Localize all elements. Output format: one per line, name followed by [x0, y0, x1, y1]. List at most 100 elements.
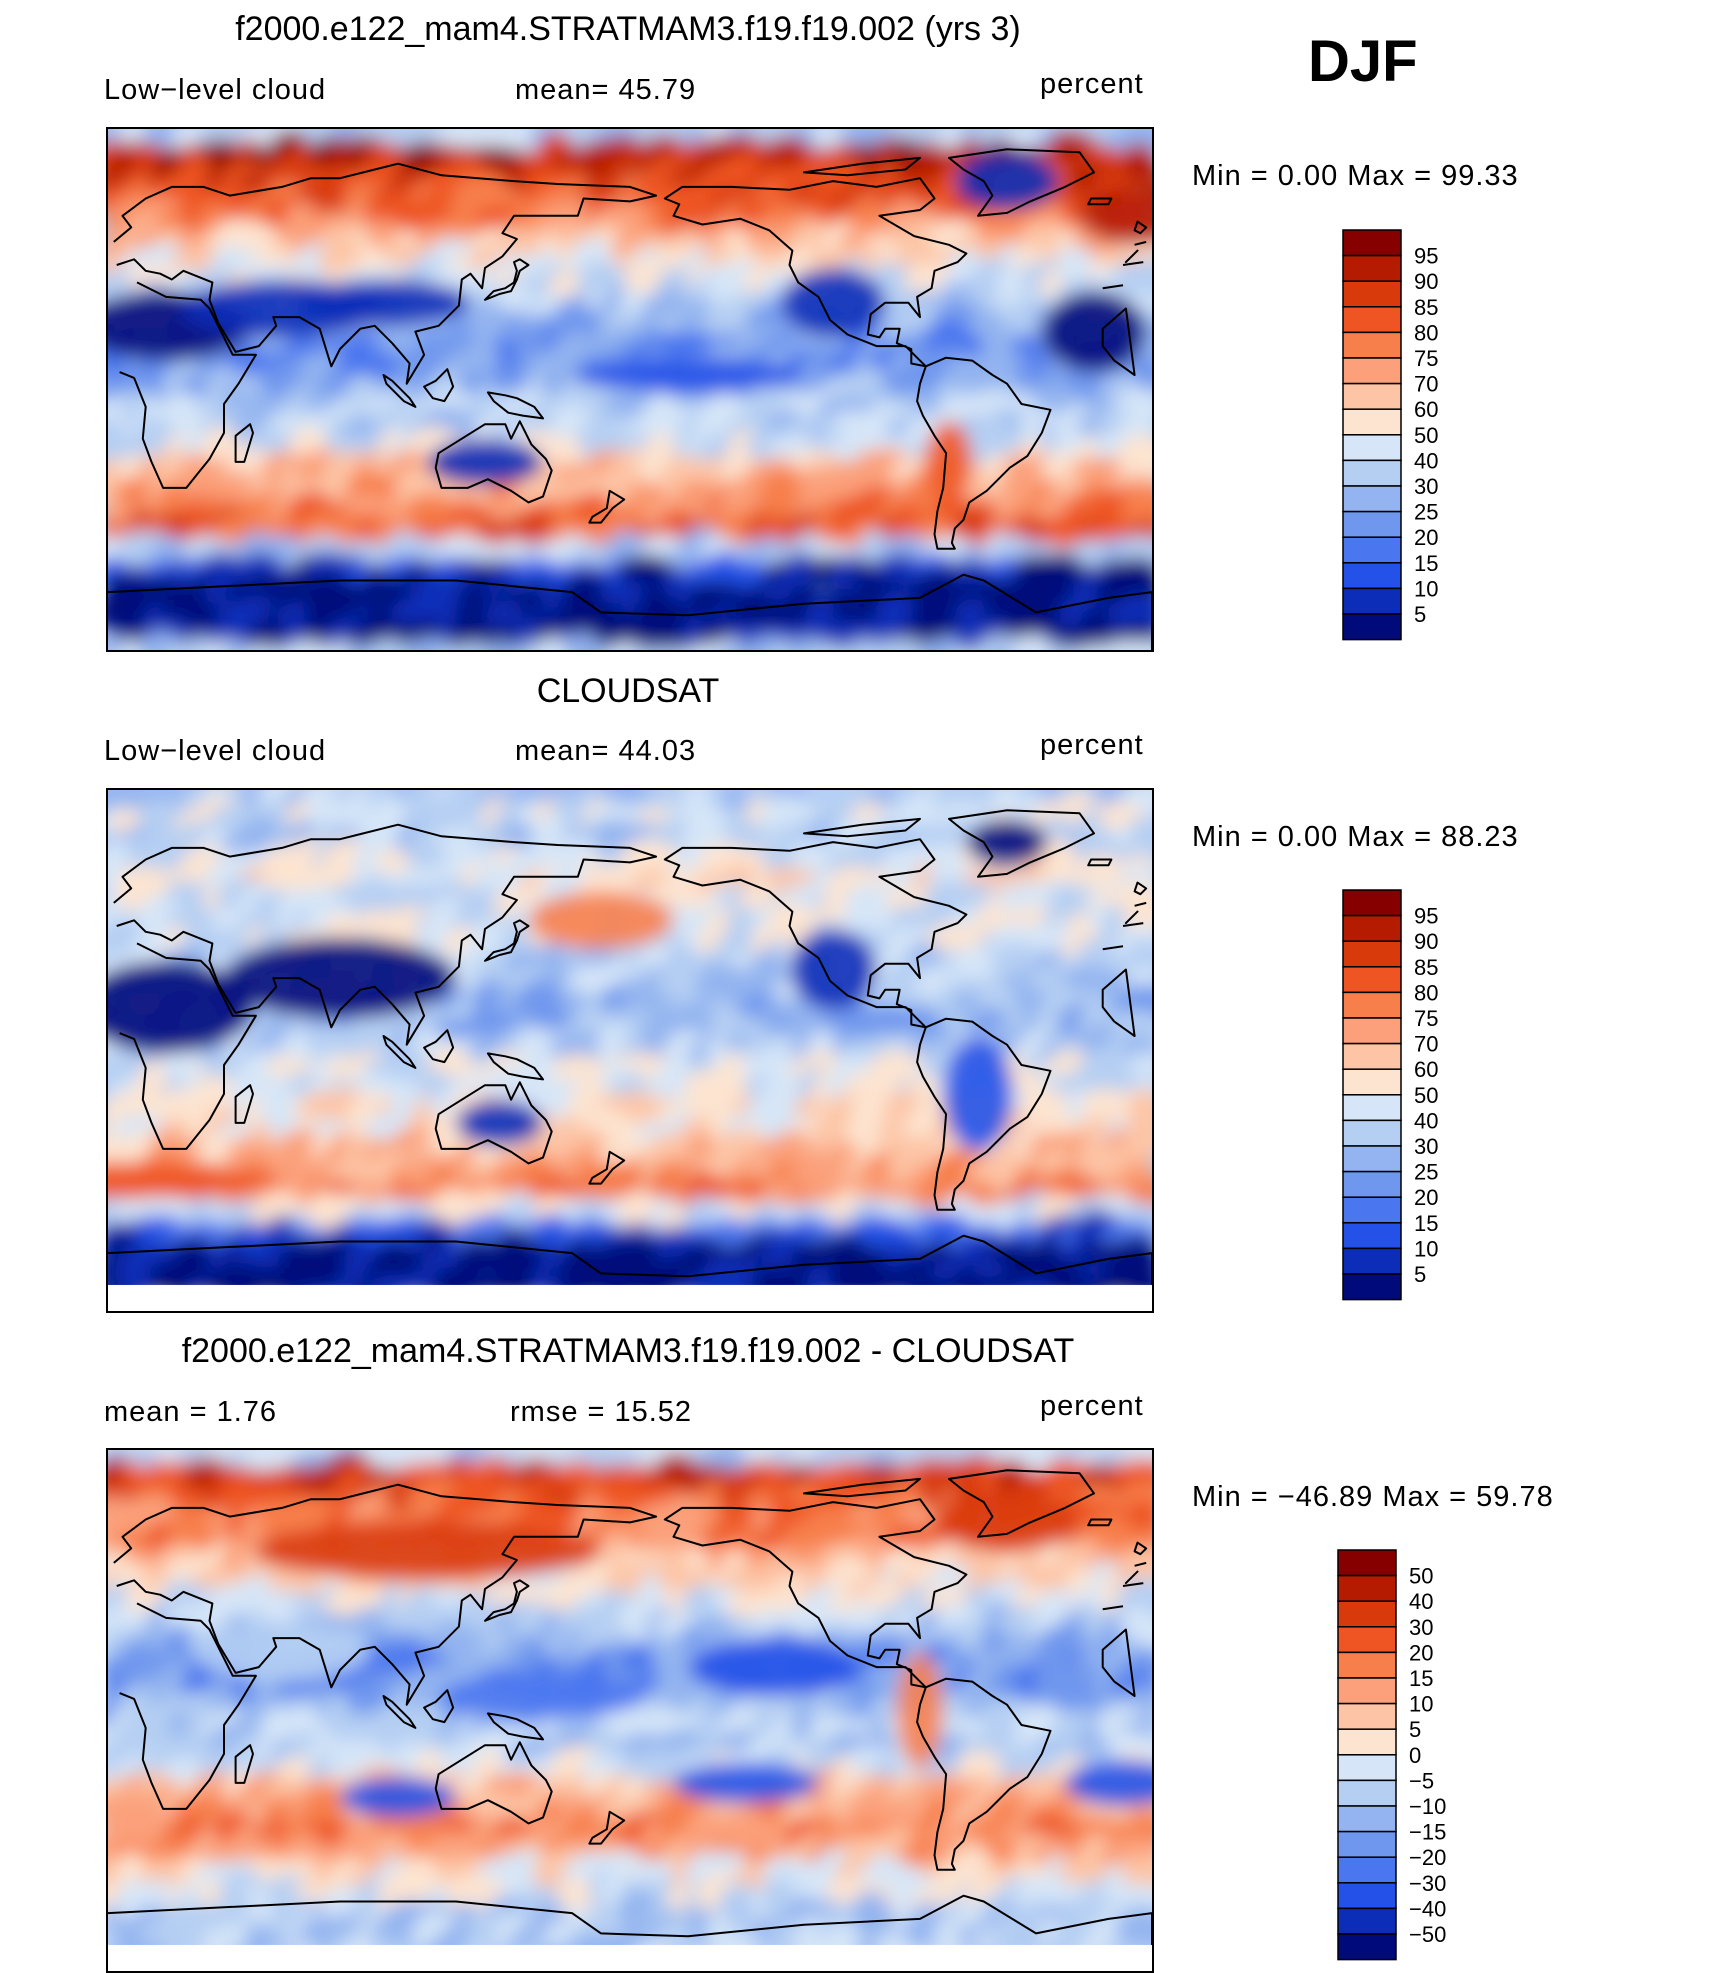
field-blob — [1113, 260, 1152, 301]
field-feature — [789, 928, 877, 1010]
colorbar-swatch-0 — [1342, 889, 1402, 917]
coastline-antarctica — [108, 1894, 1152, 1971]
field-feature — [1041, 291, 1147, 373]
colorbar-swatch-15 — [1337, 1933, 1397, 1961]
field-feature — [572, 357, 804, 393]
coastline-madagascar — [234, 1744, 254, 1784]
colorbar-swatch-11 — [1342, 510, 1402, 538]
field-blob — [536, 636, 572, 650]
colorbar-swatch-4 — [1342, 991, 1402, 1019]
colorbar-swatch-1 — [1342, 254, 1402, 282]
coastline-arctic_isl — [803, 817, 921, 838]
coastline-newguinea — [486, 1052, 544, 1081]
colorbar-level-label: 25 — [1414, 500, 1438, 525]
colorbar-level-label: 50 — [1414, 423, 1438, 448]
coastline-antarctica — [108, 1234, 1152, 1311]
colorbar-level-label: 95 — [1414, 904, 1438, 929]
colorbar-swatch-13 — [1337, 1882, 1397, 1910]
minmax-model: Min = 0.00 Max = 99.33 — [1192, 160, 1519, 192]
coastlines — [108, 148, 1152, 650]
coastline-africa — [119, 281, 1136, 489]
panel-title-obs: CLOUDSAT — [536, 672, 720, 710]
coastline-eurasia — [113, 162, 1144, 385]
colorbar-swatch-15 — [1342, 1273, 1402, 1301]
colorbar-swatch-12 — [1342, 536, 1402, 564]
colorbar-level-label: 80 — [1414, 980, 1438, 1005]
coastline-australia — [434, 1081, 553, 1165]
coastline-namerica — [663, 1498, 968, 1689]
field-blob — [641, 647, 673, 650]
coastline-greenland — [948, 1469, 1095, 1538]
field-feature — [954, 152, 1060, 211]
coastline-antarctica — [108, 573, 1152, 650]
colorbar-swatch-10 — [1342, 1145, 1402, 1173]
coastline-arctic_isl — [803, 156, 921, 177]
colorbar-diff: 50 40 30 20 15 10 5 0 −5 −10 −15 −20 −30 −40 −50 — [1337, 1549, 1487, 1968]
colorbar-swatch-8 — [1337, 1754, 1397, 1782]
colorbar-level-label: 10 — [1414, 1236, 1438, 1261]
colorbar-swatch-7 — [1342, 1068, 1402, 1096]
colorbar-swatch-5 — [1342, 357, 1402, 385]
colorbar-swatch-5 — [1337, 1677, 1397, 1705]
field-blob — [1080, 645, 1107, 650]
colorbar-level-label: 30 — [1414, 474, 1438, 499]
colorbar-level-label: 90 — [1414, 929, 1438, 954]
field-blob — [565, 632, 601, 650]
coastline-iceland — [1087, 1518, 1113, 1527]
panel-units-label-diff: percent — [1040, 1390, 1144, 1422]
panel-units-label-model: percent — [1040, 68, 1144, 100]
field-blob — [248, 645, 282, 650]
colorbar-swatch-14 — [1337, 1907, 1397, 1935]
colorbar-level-label: 20 — [1414, 1185, 1438, 1210]
coastline-newguinea — [486, 1712, 544, 1741]
colorbar-swatch-5 — [1342, 1017, 1402, 1045]
colorbar-swatch-6 — [1342, 382, 1402, 410]
field-feature — [296, 279, 471, 326]
coastline-japan — [484, 1579, 530, 1622]
field-blob — [608, 642, 643, 650]
colorbar-level-label: 15 — [1409, 1666, 1433, 1691]
field-feature — [780, 267, 886, 338]
panel-mean-label-diff: mean = 1.76 — [104, 1396, 278, 1428]
coastline-greenland — [948, 809, 1095, 878]
colorbar-level-label: 20 — [1409, 1640, 1433, 1665]
colorbar-level-label: 40 — [1409, 1589, 1433, 1614]
missing-data-band — [108, 1284, 1152, 1311]
colorbar-swatch-10 — [1342, 485, 1402, 513]
map-model-low-cloud — [106, 127, 1154, 652]
field-feature — [108, 1163, 282, 1199]
colorbar-swatch-13 — [1342, 1222, 1402, 1250]
colorbar-level-label: −10 — [1409, 1794, 1446, 1819]
coastlines — [108, 1469, 1152, 1971]
coastline-borneo — [423, 1029, 455, 1064]
colorbar-level-label: 5 — [1414, 1262, 1426, 1287]
colorbar-swatch-2 — [1342, 940, 1402, 968]
field-blob — [226, 642, 256, 650]
coastline-japan — [484, 919, 530, 962]
coastline-greenland — [948, 148, 1095, 217]
colorbar-level-label: 5 — [1409, 1717, 1421, 1742]
missing-data-band — [108, 1944, 1152, 1971]
colorbar-level-label: 85 — [1414, 295, 1438, 320]
field-blob — [533, 1850, 570, 1897]
coastline-iceland — [1087, 858, 1113, 867]
minmax-diff: Min = −46.89 Max = 59.78 — [1192, 1481, 1554, 1513]
colorbar-swatch-1 — [1337, 1574, 1397, 1602]
panel-left-label-obs: Low−level cloud — [104, 735, 327, 767]
coastline-samerica — [916, 1017, 1052, 1211]
field-blob — [928, 1773, 966, 1805]
field-blob — [1120, 487, 1152, 531]
map-difference-low-cloud — [106, 1448, 1154, 1973]
coastline-samerica — [916, 1677, 1052, 1871]
colorbar-level-label: 50 — [1414, 1083, 1438, 1108]
colorbar-swatch-3 — [1337, 1626, 1397, 1654]
colorbar-level-label: 10 — [1409, 1692, 1433, 1717]
coastline-namerica — [663, 177, 968, 368]
colorbar-swatch-9 — [1342, 459, 1402, 487]
colorbar-swatch-11 — [1342, 1170, 1402, 1198]
colorbar-level-label: 20 — [1414, 525, 1438, 550]
field-blob — [1129, 814, 1152, 859]
colorbar-level-label: 25 — [1414, 1160, 1438, 1185]
field-feature — [427, 438, 543, 486]
